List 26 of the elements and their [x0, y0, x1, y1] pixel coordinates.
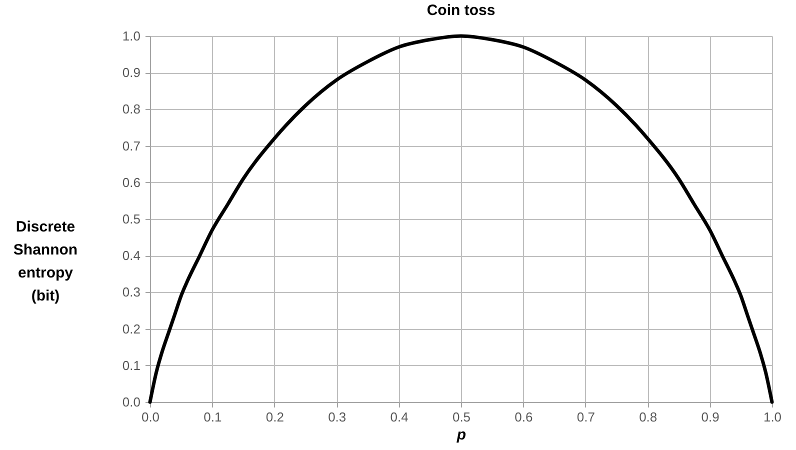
x-tick-label: 0.8: [639, 410, 658, 424]
x-axis-title: p: [456, 426, 466, 444]
x-tick-label: 0.2: [266, 410, 284, 424]
y-tick-label: 0.5: [122, 212, 140, 226]
chart-title: Coin toss: [426, 2, 496, 19]
y-tick-label: 0.8: [122, 102, 140, 117]
y-tick-label: 1.0: [122, 28, 140, 44]
y-tick-label: 0.0: [122, 394, 140, 410]
x-tick-label: 0.0: [141, 410, 160, 424]
x-tick-label: 0.6: [514, 410, 533, 424]
y-tick-label: 0.1: [122, 358, 140, 373]
y-tick-label: 0.4: [122, 248, 140, 264]
x-tick-label: 0.5: [452, 410, 471, 424]
x-tick-label: 0.1: [204, 410, 222, 424]
y-tick-label: 0.6: [122, 174, 140, 190]
x-tick-label: 0.7: [576, 410, 595, 424]
x-tick-label: 0.9: [701, 410, 720, 424]
y-tick-label: 0.7: [122, 138, 140, 154]
y-tick-label: 0.3: [122, 284, 140, 300]
x-tick-label: 0.4: [390, 410, 408, 424]
y-axis-title: Discrete Shannon entropy (bit): [13, 218, 78, 304]
y-tick-label: 0.9: [122, 65, 140, 80]
x-tick-label: 1.0: [763, 410, 782, 424]
y-tick-label: 0.2: [122, 321, 140, 336]
x-tick-label: 0.3: [328, 410, 346, 424]
line-series: [148, 34, 774, 404]
